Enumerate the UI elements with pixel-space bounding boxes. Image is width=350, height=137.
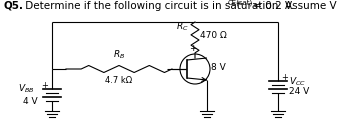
Text: 8 V: 8 V [211,62,226,72]
Text: CE(sat): CE(sat) [228,0,253,6]
Text: 24 V: 24 V [289,88,309,96]
Text: +: + [281,72,288,82]
Text: $V_{CC}$: $V_{CC}$ [289,76,306,88]
Text: Determine if the following circuit is in saturation. Assume V: Determine if the following circuit is in… [22,1,337,11]
Text: 4.7 kΩ: 4.7 kΩ [105,76,133,85]
Text: Q5.: Q5. [4,1,24,11]
Text: +: + [41,81,48,89]
Text: = 0.2 V.: = 0.2 V. [250,1,294,11]
Text: 4 V: 4 V [23,96,38,105]
Text: 470 Ω: 470 Ω [200,32,227,41]
Text: $R_C$: $R_C$ [176,21,189,33]
Text: +: + [189,44,197,53]
Text: $V_{BB}$: $V_{BB}$ [18,83,34,95]
Text: $R_B$: $R_B$ [113,48,125,61]
